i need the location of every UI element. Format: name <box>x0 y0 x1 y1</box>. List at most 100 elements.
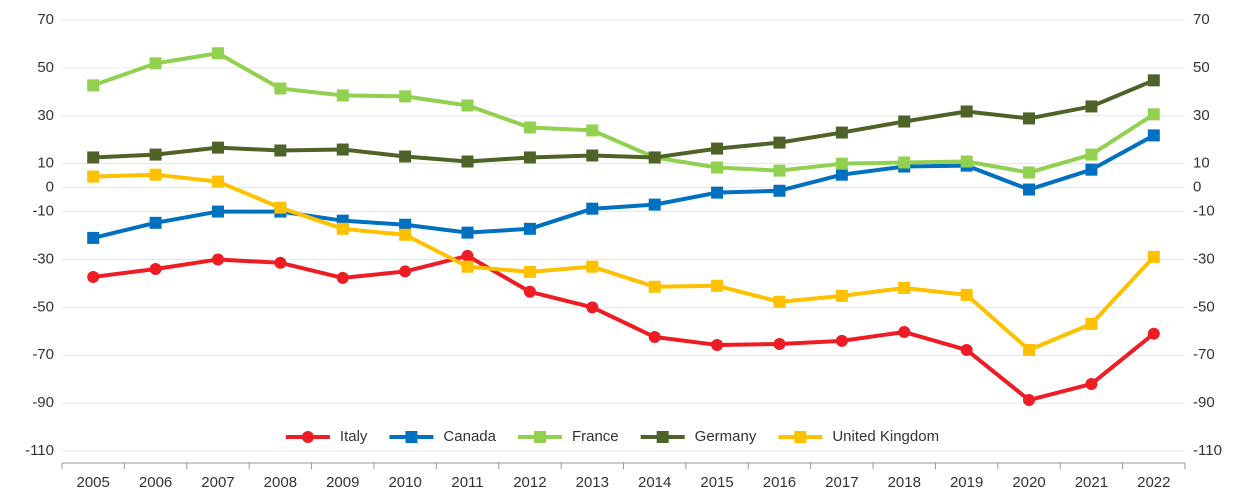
x-tick-label: 2009 <box>326 474 359 491</box>
point <box>960 288 973 301</box>
x-tick-label: 2006 <box>139 474 172 491</box>
point <box>1147 327 1160 340</box>
point <box>648 331 661 344</box>
point <box>399 265 412 278</box>
point <box>461 155 474 168</box>
point <box>835 168 848 181</box>
point <box>149 57 162 70</box>
series-line <box>93 172 1156 352</box>
series-line <box>92 133 1155 240</box>
point <box>898 115 911 128</box>
point <box>835 126 848 139</box>
series-line <box>92 253 1156 403</box>
point <box>523 121 536 134</box>
x-tick-label: 2005 <box>77 474 110 491</box>
x-tick-label: 2020 <box>1012 474 1045 491</box>
point <box>648 151 661 164</box>
point <box>399 90 412 103</box>
point <box>461 99 474 112</box>
point <box>648 280 661 293</box>
point <box>898 326 911 339</box>
y2-tick-label: -50 <box>1193 298 1215 315</box>
y2-tick-label: 50 <box>1193 59 1210 76</box>
point <box>1147 74 1160 87</box>
point <box>1085 317 1098 330</box>
point <box>1085 163 1098 176</box>
point <box>211 253 224 266</box>
point <box>898 156 911 169</box>
point <box>87 231 100 244</box>
legend-label: Germany <box>695 428 757 445</box>
y-tick-label: -70 <box>32 346 54 363</box>
x-tick-label: 2014 <box>638 474 671 491</box>
legend-label: Italy <box>340 428 368 445</box>
point <box>149 148 162 161</box>
point <box>274 82 287 95</box>
y2-tick-label: -70 <box>1193 346 1215 363</box>
point <box>1085 377 1098 390</box>
y2-tick-label: -90 <box>1193 394 1215 411</box>
point <box>586 202 599 215</box>
x-tick-label: 2021 <box>1075 474 1108 491</box>
point <box>336 89 349 102</box>
y-tick-label: 30 <box>37 107 54 124</box>
x-tick-label: 2013 <box>576 474 609 491</box>
point <box>87 270 100 283</box>
y-tick-label: -10 <box>32 203 54 220</box>
y2-tick-label: -30 <box>1193 250 1215 267</box>
point <box>1147 108 1160 121</box>
y-tick-label: 70 <box>37 11 54 28</box>
point <box>1085 148 1098 161</box>
point <box>461 249 474 262</box>
series-line <box>93 78 1155 164</box>
legend-label: United Kingdom <box>832 428 939 445</box>
legend-marker <box>301 431 314 443</box>
x-tick-label: 2012 <box>513 474 546 491</box>
x-tick-label: 2011 <box>451 474 483 491</box>
point <box>773 136 786 149</box>
y2-tick-label: -110 <box>1193 442 1222 459</box>
point <box>523 222 536 235</box>
x-tick-label: 2018 <box>888 474 921 491</box>
point <box>211 175 224 188</box>
y2-tick-label: -10 <box>1193 203 1215 220</box>
point <box>399 150 412 163</box>
legend-marker <box>405 431 418 443</box>
series-line <box>92 51 1155 175</box>
point <box>898 281 911 294</box>
legend-marker <box>794 431 807 443</box>
y-tick-label: 0 <box>46 179 54 196</box>
point <box>586 260 599 273</box>
point <box>274 144 287 157</box>
point <box>835 157 848 170</box>
point <box>1023 166 1036 179</box>
point <box>211 47 224 60</box>
point <box>523 285 536 298</box>
point <box>1147 129 1160 142</box>
legend-label: France <box>572 428 619 445</box>
point <box>773 337 786 350</box>
legend-label: Canada <box>443 428 496 445</box>
x-tick-label: 2015 <box>700 474 733 491</box>
point <box>773 295 786 308</box>
point <box>711 338 724 351</box>
point <box>461 260 474 273</box>
point <box>336 222 349 235</box>
y-tick-label: 10 <box>37 155 54 172</box>
point <box>87 170 100 183</box>
point <box>1147 250 1160 263</box>
point <box>1085 100 1098 113</box>
point <box>87 151 100 164</box>
point <box>586 124 599 137</box>
legend-marker <box>656 431 669 443</box>
point <box>274 201 287 214</box>
x-tick-label: 2007 <box>201 474 234 491</box>
point <box>773 184 786 197</box>
point <box>711 161 724 174</box>
point <box>149 216 162 229</box>
point <box>835 334 848 347</box>
legend-marker <box>533 431 546 443</box>
point <box>274 256 287 269</box>
point <box>586 301 599 314</box>
point <box>87 79 100 92</box>
